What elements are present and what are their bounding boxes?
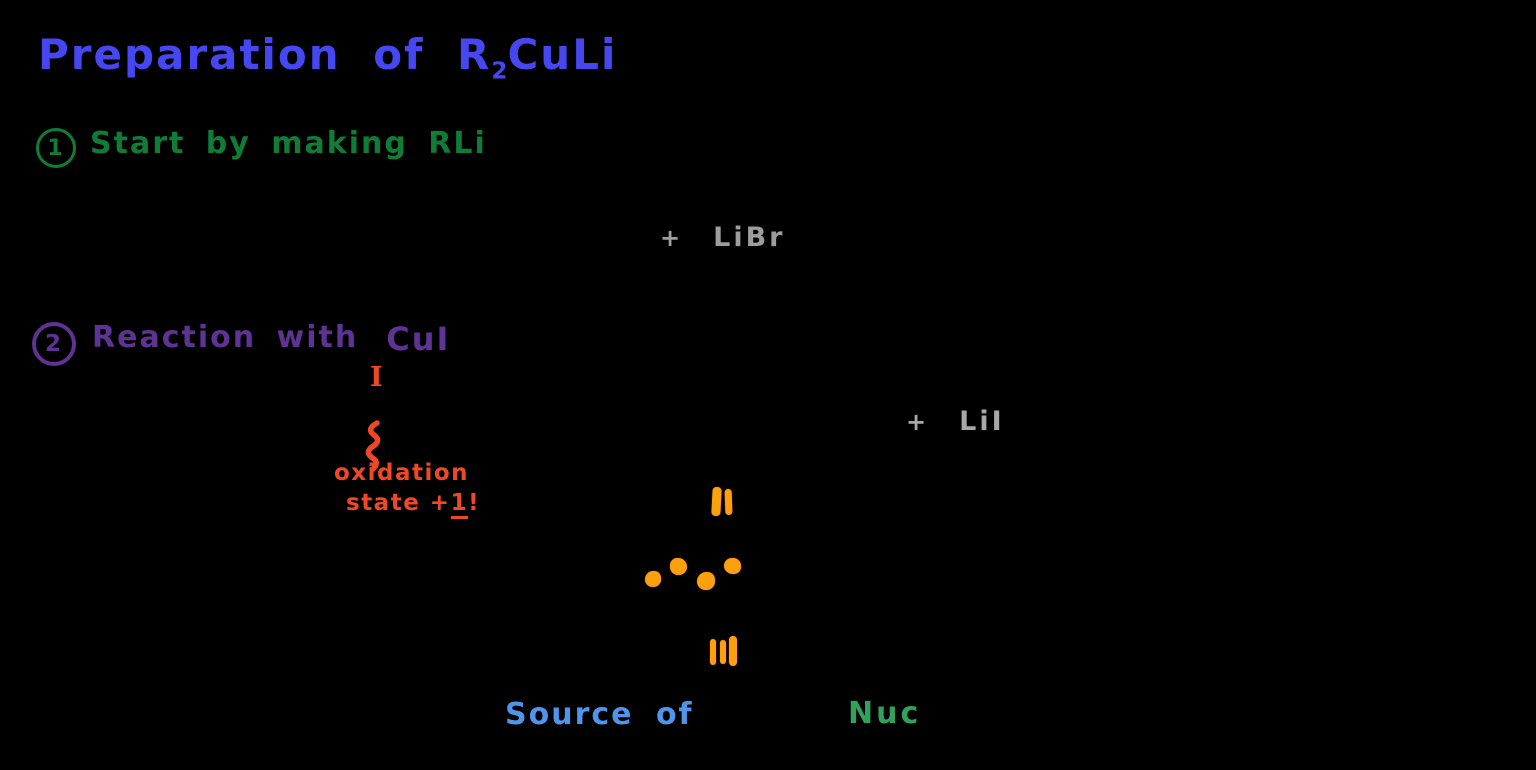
oxidation-note-line2: state +1! (346, 488, 480, 519)
title-pre: Preparation of R (38, 30, 492, 79)
byproduct-libr: + LiBr (660, 222, 785, 253)
formula-cui: CuI (386, 320, 451, 358)
underlined-one: 1 (450, 490, 469, 519)
formula-lii: LiI (959, 406, 1005, 437)
title-subscript: 2 (491, 58, 508, 85)
oxidation-note: oxidation state +1! (334, 458, 480, 519)
electron-dot (645, 571, 661, 587)
plus-icon: + (660, 223, 684, 252)
title-post: CuLi (507, 30, 618, 79)
step-2-number-circle: 2 (32, 322, 76, 366)
oxidation-note-line1: oxidation (334, 460, 470, 486)
step-2: 2 Reaction with CuI (32, 320, 450, 366)
step-1: 1 Start by making RLi (36, 126, 487, 168)
byproduct-lii: + LiI (906, 406, 1005, 437)
electron-dot (697, 572, 715, 590)
label-nuc: Nuc (848, 696, 922, 731)
electron-dot (670, 558, 687, 575)
page-title: Preparation of R2CuLi (38, 30, 617, 84)
step-1-number-circle: 1 (36, 128, 76, 168)
formula-libr: LiBr (713, 222, 786, 253)
electron-dot (724, 558, 741, 574)
label-source-of: Source of (505, 697, 694, 732)
step-2-text: Reaction with (92, 320, 359, 355)
oxidation-state-numeral: I (370, 362, 383, 393)
step-1-text: Start by making RLi (90, 126, 487, 161)
plus-icon: + (906, 407, 930, 436)
squiggle-connector (362, 420, 388, 476)
